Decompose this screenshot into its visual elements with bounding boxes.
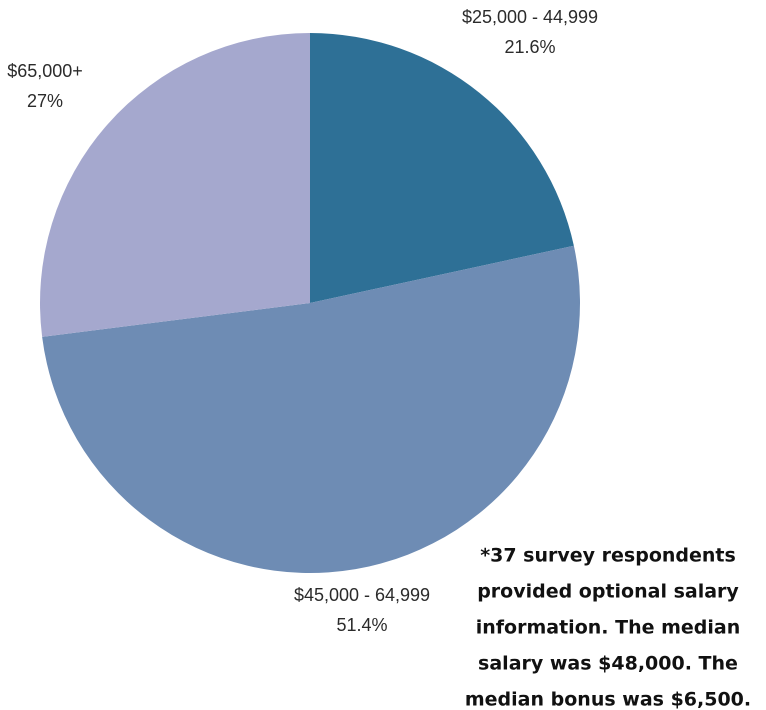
note-line: median bonus was $6,500. — [465, 689, 751, 710]
note-line: salary was $48,000. The — [478, 653, 738, 675]
slice-value: 51.4% — [336, 615, 387, 635]
slice-value: 27% — [27, 91, 63, 111]
note-line: *37 survey respondents — [480, 545, 736, 567]
pie-slice — [39, 33, 310, 337]
slice-label: $45,000 - 64,999 — [294, 585, 430, 605]
slice-label: $65,000+ — [7, 61, 83, 81]
pie-slice — [310, 33, 574, 303]
pie-slice — [42, 245, 581, 574]
slice-value: 21.6% — [504, 37, 555, 57]
slice-label: $25,000 - 44,999 — [462, 7, 598, 27]
note-line: information. The median — [476, 617, 741, 639]
note-line: provided optional salary — [477, 581, 739, 603]
